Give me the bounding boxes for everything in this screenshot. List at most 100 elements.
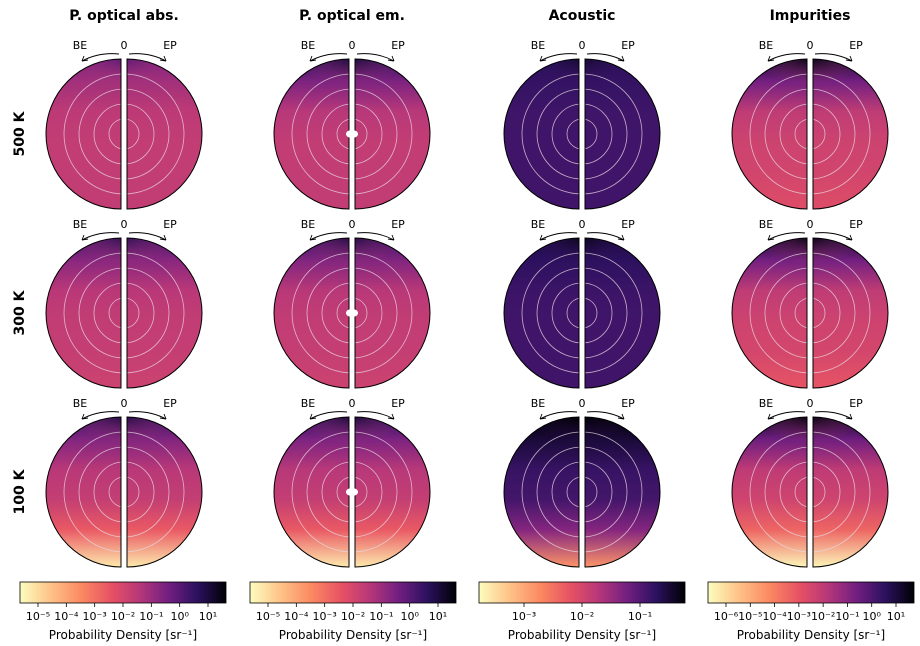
right-half-outline [126, 58, 203, 210]
colorbar-tick-label: 10⁻⁴ [762, 610, 787, 623]
colorbar-tick-label: 10⁻⁵ [256, 610, 280, 623]
right-half-outline [584, 237, 661, 389]
colorbar-tick-label: 10⁻³ [83, 610, 107, 623]
colorbar-tick-label: 10⁰ [400, 610, 419, 623]
colorbar-tick-label: 10⁰ [863, 610, 882, 623]
colorbar-tick-label: 10⁻¹ [139, 610, 163, 623]
right-half-outline [584, 416, 661, 568]
colorbar-label: Probability Density [sr⁻¹] [508, 628, 656, 642]
arrow-left [81, 53, 120, 62]
colorbar-tick-label: 10⁰ [170, 610, 189, 623]
label-zero: 0 [121, 218, 128, 231]
label-zero: 0 [807, 39, 814, 52]
colorbar-tick-label: 10⁻² [111, 610, 135, 623]
left-half-outline [503, 416, 580, 568]
left-half-outline [731, 58, 808, 210]
arrow-right [128, 232, 167, 241]
left-half-outline [273, 237, 350, 389]
row-label-2: 100 K [12, 468, 28, 514]
left-half-outline [45, 237, 122, 389]
top-core-shade [735, 238, 885, 313]
polar-panel-r1-c3: BE 0 EP [731, 218, 889, 389]
colorbar-tick-label: 10⁻⁴ [54, 610, 79, 623]
label-ep: EP [849, 39, 863, 52]
colorbar-gradient [19, 581, 227, 604]
colorbar-3: 10⁻⁶ 10⁻⁵ 10⁻⁴ 10⁻³ 10⁻² 10⁻¹ 10⁰ 10¹Probabilit… [707, 581, 915, 642]
colorbar-label: Probability Density [sr⁻¹] [279, 628, 427, 642]
colorbar-tick-label: 10⁻³ [313, 610, 337, 623]
colorbar-tick-label: 10⁻¹ [369, 610, 393, 623]
colorbar-tick-label: 10⁻⁵ [738, 610, 762, 623]
left-half-outline [273, 416, 350, 568]
arrow-left [767, 411, 806, 420]
colorbar-tick-label: 10⁻¹ [628, 610, 652, 623]
right-half-outline [812, 58, 889, 210]
colorbar-tick-label: 10⁻⁵ [26, 610, 50, 623]
label-zero: 0 [121, 39, 128, 52]
column-title-0: P. optical abs. [69, 8, 179, 24]
label-be: BE [531, 397, 546, 410]
arrow-right [814, 411, 853, 420]
left-half-outline [273, 58, 350, 210]
left-half-outline [503, 58, 580, 210]
polar-panel-r0-c3: BE 0 EP [731, 39, 889, 210]
polar-panel-r2-c3: BE 0 EP [731, 397, 889, 568]
column-title-2: Acoustic [549, 8, 616, 24]
colorbar-2: 10⁻³ 10⁻² 10⁻¹ Probability Density [sr⁻¹] [478, 581, 686, 642]
label-be: BE [531, 39, 546, 52]
arrow-right [128, 411, 167, 420]
top-core-shade [49, 59, 199, 134]
colorbar-tick-label: 10¹ [199, 610, 217, 623]
top-core-shade [507, 417, 657, 492]
polar-panel-r1-c2: BE 0 EP [503, 218, 661, 389]
label-ep: EP [163, 218, 177, 231]
label-be: BE [759, 397, 774, 410]
right-half-outline [812, 416, 889, 568]
arrow-right [586, 232, 625, 241]
label-zero: 0 [807, 397, 814, 410]
center-hole [346, 488, 358, 496]
label-zero: 0 [579, 39, 586, 52]
label-be: BE [759, 39, 774, 52]
left-half-outline [731, 416, 808, 568]
top-core-shade [49, 238, 199, 313]
label-zero: 0 [807, 218, 814, 231]
colorbar-label: Probability Density [sr⁻¹] [737, 628, 885, 642]
label-ep: EP [391, 397, 405, 410]
top-core-shade [277, 59, 427, 134]
column-title-1: P. optical em. [299, 8, 405, 24]
label-zero: 0 [349, 218, 356, 231]
left-half-outline [45, 416, 122, 568]
colorbar-tick-label: 10⁻² [811, 610, 835, 623]
arrow-right [356, 53, 395, 62]
colorbar-tick-label: 10⁻² [570, 610, 594, 623]
arrow-right [128, 53, 167, 62]
label-zero: 0 [121, 397, 128, 410]
right-half-outline [584, 58, 661, 210]
arrow-right [356, 411, 395, 420]
polar-panel-r0-c2: BE 0 EP [503, 39, 661, 210]
colorbar-tick-label: 10⁻¹ [835, 610, 859, 623]
arrow-left [767, 53, 806, 62]
arrow-left [81, 232, 120, 241]
top-core-shade [735, 417, 885, 492]
top-core-shade [277, 417, 427, 492]
colorbar-tick-label: 10⁻³ [512, 610, 536, 623]
arrow-left [539, 232, 578, 241]
left-half-outline [45, 58, 122, 210]
polar-panel-r0-c1: BE 0 EP [273, 39, 431, 210]
column-title-3: Impurities [770, 8, 851, 24]
label-be: BE [301, 39, 316, 52]
polar-panel-r1-c0: BE 0 EP [45, 218, 203, 389]
label-zero: 0 [579, 218, 586, 231]
arrow-left [81, 411, 120, 420]
colorbar-tick-label: 10⁻³ [787, 610, 811, 623]
colorbar-label: Probability Density [sr⁻¹] [49, 628, 197, 642]
right-half-outline [126, 237, 203, 389]
polar-panel-r2-c0: BE 0 EP [45, 397, 203, 568]
arrow-left [309, 53, 348, 62]
colorbar-tick-label: 10¹ [887, 610, 905, 623]
panels-group: BE 0 EP BE 0 EP BE 0 EP BE 0 EP BE 0 EP BE 0 EP BE 0 EP BE 0 EP… [45, 39, 889, 568]
